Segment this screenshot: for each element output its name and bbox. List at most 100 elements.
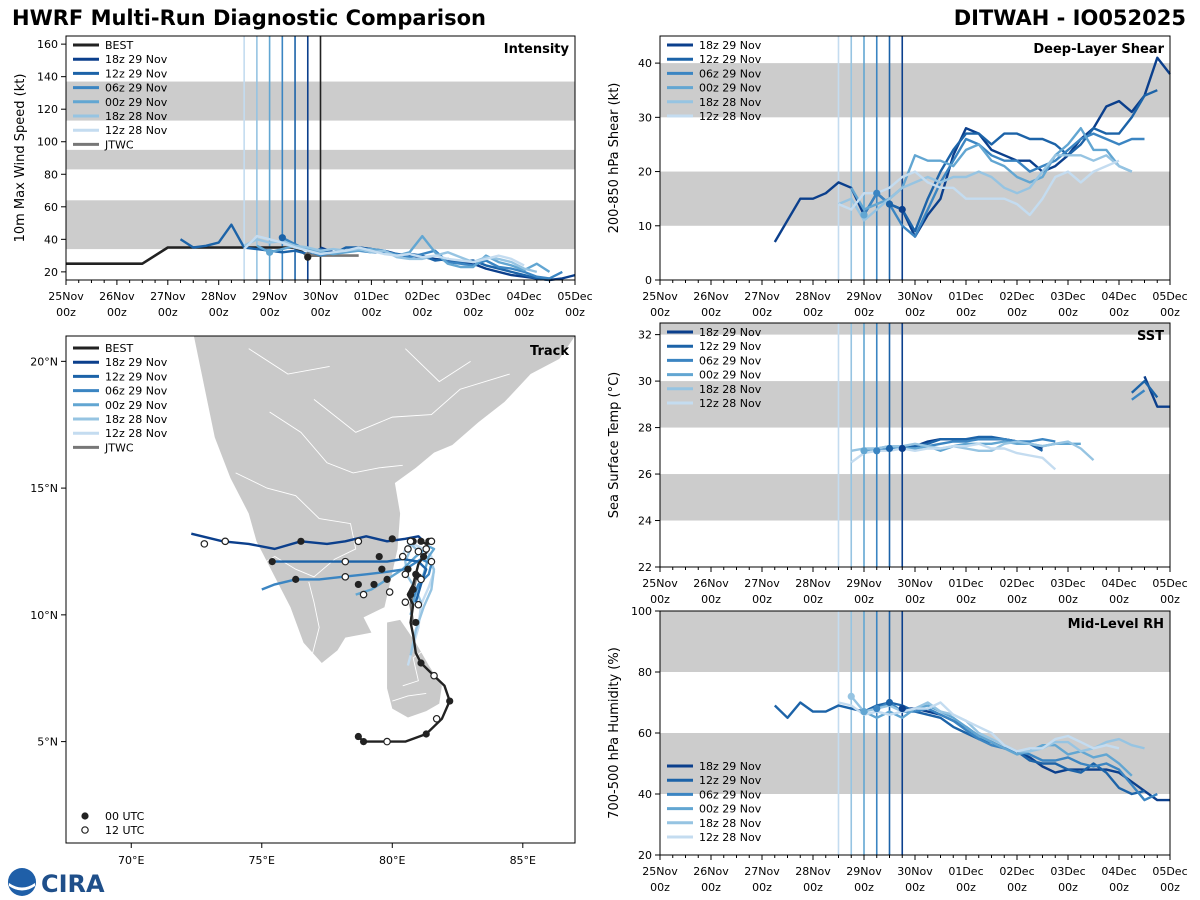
x-tick-label-day: 28Nov bbox=[795, 577, 831, 590]
x-tick-label-hour: 00z bbox=[260, 306, 280, 319]
track-point-00utc bbox=[375, 552, 383, 561]
x-tick-label-day: 26Nov bbox=[693, 290, 729, 303]
x-tick-label: 75°E bbox=[249, 854, 275, 867]
x-tick-label-hour: 00z bbox=[362, 306, 382, 319]
legend-label: 06z 29 Nov bbox=[105, 82, 168, 95]
track-point-12utc bbox=[354, 537, 363, 546]
track-point-00utc bbox=[378, 565, 386, 573]
x-tick-label-day: 28Nov bbox=[795, 290, 831, 303]
y-tick-label: 100 bbox=[631, 605, 652, 618]
y-axis-label: 700-500 hPa Humidity (%) bbox=[607, 647, 622, 819]
x-tick-label-day: 25Nov bbox=[642, 290, 678, 303]
cira-logo-text: CIRA bbox=[41, 870, 105, 898]
legend-label: 18z 28 Nov bbox=[105, 110, 168, 123]
x-tick-label: 80°E bbox=[379, 854, 405, 867]
track-point-12utc bbox=[385, 588, 394, 596]
series-line-12z-28-nov bbox=[850, 442, 1057, 471]
track-point-00utc bbox=[388, 535, 396, 543]
track-point-00utc bbox=[383, 575, 391, 583]
series-line-12z-29-nov bbox=[773, 701, 1145, 796]
y-tick-label: 80 bbox=[638, 666, 652, 679]
track-point-12utc bbox=[200, 540, 209, 548]
x-tick-label-day: 02Dec bbox=[999, 290, 1034, 303]
init-marker bbox=[885, 444, 894, 453]
x-tick-label-hour: 00z bbox=[752, 881, 772, 894]
x-tick-label-hour: 00z bbox=[752, 306, 772, 319]
init-marker bbox=[898, 444, 906, 453]
y-tick-label: 20 bbox=[638, 849, 652, 862]
x-tick-label-day: 03Dec bbox=[456, 290, 491, 303]
y-tick-label: 140 bbox=[37, 71, 58, 84]
x-tick-label-hour: 00z bbox=[107, 306, 127, 319]
legend-label: 12z 28 Nov bbox=[699, 110, 762, 123]
legend-label: 06z 29 Nov bbox=[105, 385, 168, 398]
panel-title: Track bbox=[530, 344, 569, 359]
legend-label: 00z 29 Nov bbox=[105, 399, 168, 412]
panel-title: Mid-Level RH bbox=[1068, 617, 1164, 632]
cira-logo: CIRA bbox=[8, 868, 105, 898]
x-tick-label-day: 26Nov bbox=[99, 290, 135, 303]
x-tick-label-hour: 00z bbox=[803, 593, 823, 606]
x-tick-label-day: 01Dec bbox=[948, 577, 983, 590]
page-title: HWRF Multi-Run Diagnostic Comparison bbox=[12, 6, 487, 30]
panel-sst: 25Nov 00z 26Nov 00z 27Nov 00z 28Nov 00z 29Nov 00z… bbox=[607, 322, 1188, 606]
legend-label: 12z 29 Nov bbox=[105, 67, 168, 80]
track-point-00utc bbox=[420, 552, 428, 561]
y-tick-label: 20°N bbox=[30, 355, 58, 368]
legend-label: 12z 28 Nov bbox=[105, 124, 168, 137]
legend-label: 12z 28 Nov bbox=[699, 831, 762, 844]
init-marker bbox=[278, 234, 286, 242]
x-tick-label-hour: 00z bbox=[1058, 593, 1078, 606]
panel-rh: 25Nov 00z 26Nov 00z 27Nov 00z 28Nov 00z 29Nov 00z… bbox=[607, 605, 1188, 894]
x-tick-label-day: 01Dec bbox=[354, 290, 389, 303]
x-tick-label-hour: 00z bbox=[803, 881, 823, 894]
x-tick-label-day: 01Dec bbox=[948, 865, 983, 878]
x-tick-label-day: 27Nov bbox=[744, 865, 780, 878]
init-marker bbox=[860, 708, 868, 716]
x-tick-label-day: 28Nov bbox=[795, 865, 831, 878]
x-tick-label-day: 02Dec bbox=[999, 577, 1034, 590]
track-point-00utc bbox=[297, 537, 305, 545]
track-point-12utc bbox=[398, 552, 407, 561]
state-border bbox=[313, 373, 510, 433]
y-tick-label: 40 bbox=[44, 233, 58, 246]
track-point-12utc bbox=[430, 671, 438, 680]
y-tick-label: 40 bbox=[638, 788, 652, 801]
series-line-12z-28-nov bbox=[243, 234, 525, 267]
track-point-12utc bbox=[414, 600, 423, 609]
y-tick-label: 40 bbox=[638, 57, 652, 70]
panel-title: Intensity bbox=[504, 42, 570, 57]
x-tick-label-day: 29Nov bbox=[252, 290, 288, 303]
y-tick-label: 160 bbox=[37, 38, 58, 51]
legend-label: 18z 28 Nov bbox=[699, 383, 762, 396]
legend-label: 06z 29 Nov bbox=[699, 788, 762, 801]
legend-label: 18z 29 Nov bbox=[699, 760, 762, 773]
series-line-12z-28-nov bbox=[838, 159, 1120, 217]
panel-shear: 25Nov 00z 26Nov 00z 27Nov 00z 28Nov 00z 29Nov 00z… bbox=[607, 35, 1188, 319]
x-tick-label-day: 05Dec bbox=[557, 290, 592, 303]
series-line-06z-29-nov bbox=[862, 132, 1145, 238]
x-tick-label-day: 26Nov bbox=[693, 865, 729, 878]
land-sri-lanka bbox=[387, 619, 442, 718]
init-marker bbox=[266, 248, 274, 256]
x-tick-label-day: 30Nov bbox=[897, 865, 933, 878]
x-tick-label: 70°E bbox=[118, 854, 144, 867]
x-tick-label-hour: 00z bbox=[650, 881, 670, 894]
storm-id-title: DITWAH - IO052025 bbox=[953, 6, 1186, 30]
x-tick-label-hour: 00z bbox=[803, 306, 823, 319]
x-tick-label-day: 26Nov bbox=[693, 577, 729, 590]
legend-label: 18z 28 Nov bbox=[699, 96, 762, 109]
x-tick-label-hour: 00z bbox=[854, 593, 874, 606]
x-tick-label-day: 30Nov bbox=[897, 290, 933, 303]
track-point-12utc bbox=[359, 590, 368, 599]
x-tick-label-hour: 00z bbox=[1109, 306, 1129, 319]
track-point-12utc bbox=[427, 537, 436, 546]
x-tick-label-hour: 00z bbox=[209, 306, 229, 319]
x-tick-label-hour: 00z bbox=[1058, 306, 1078, 319]
track-point-00utc bbox=[292, 575, 300, 583]
x-tick-label-hour: 00z bbox=[1160, 881, 1180, 894]
x-tick-label-day: 27Nov bbox=[744, 577, 780, 590]
init-marker bbox=[898, 705, 906, 713]
x-tick-label-hour: 00z bbox=[956, 593, 976, 606]
x-tick-label-day: 04Dec bbox=[506, 290, 541, 303]
